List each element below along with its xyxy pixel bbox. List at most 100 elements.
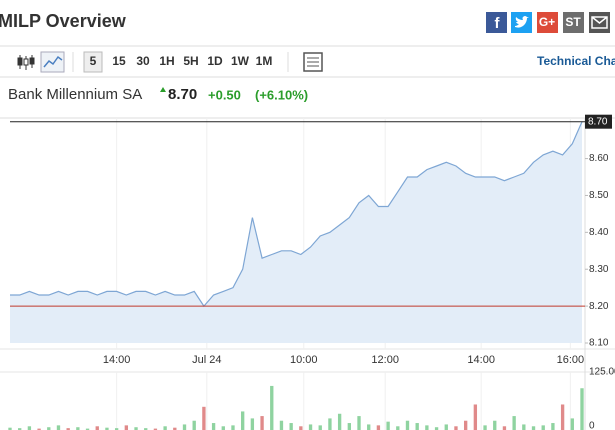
technical-charts-link[interactable]: Technical Charts [537,54,615,68]
volume-bar [308,424,313,430]
volume-bar [105,427,109,430]
instrument-name: Bank Millennium SA [8,86,142,103]
volume-bar [357,416,361,430]
y-tick-label: 8.30 [589,264,609,275]
last-price-box [585,114,612,129]
volume-bar [76,427,80,430]
interval-button[interactable]: 30 [136,54,150,68]
chart: 14:00 Jul 24 10:00 12:00 14:00 16:00 8.10 8.20 8… [0,114,615,430]
last-price-label: 8.70 [588,116,608,127]
volume-bar [134,427,138,430]
volume-bar [124,425,129,430]
volume-bar [37,428,41,430]
volume-bar [444,424,448,430]
volume-bar [454,426,458,430]
x-tick-label: 16:00 [557,354,585,366]
gplus-letter: G+ [539,15,555,29]
volume-bar [415,423,419,430]
volume-bar [483,425,487,430]
volume-bar [396,426,400,430]
share-icons: f G+ ST [486,12,610,33]
stocktwits-icon[interactable] [563,12,584,33]
interval-button[interactable]: 1D [207,54,223,68]
volume-bar [473,404,478,430]
line-icon [43,55,63,68]
candle-icon[interactable] [17,55,35,70]
volume-bar [231,425,235,430]
interval-selected-box [83,51,103,73]
volume-bar [279,420,284,430]
interval-button[interactable]: 1H [159,54,174,68]
y2-tick-label: 0 [589,421,595,430]
volume-bar [570,418,574,430]
volume-bar [434,427,439,430]
volume-bar [66,428,70,430]
volume-bar [47,427,51,430]
x-tick-label: 14:00 [103,354,131,366]
stocktwits-letter: ST [565,15,581,29]
volume-bar [580,388,584,430]
volume-bar [541,425,545,430]
volume-bar [8,427,12,430]
price-change-pct: (+6.10%) [255,87,308,102]
volume-bar [386,421,390,430]
settings-icon[interactable] [303,52,323,72]
volume-bar [250,418,255,430]
x-tick-label: 14:00 [467,354,495,366]
price-area [10,121,582,343]
volume-bar [289,423,293,430]
facebook-icon[interactable] [486,12,507,33]
volume-bar [502,426,507,430]
price-line [10,121,583,308]
volume-bar [144,428,148,430]
last-price: 8.70 [168,86,197,103]
volume-bar [299,426,303,430]
interval-button[interactable]: 1M [256,54,273,68]
volume-bar [153,428,158,430]
volume-bar [260,416,264,430]
x-tick-label: 10:00 [290,354,318,366]
volume-bar [551,423,555,430]
line-icon-box[interactable] [40,51,65,73]
volume-bar [192,420,196,430]
y-tick-label: 8.50 [589,190,609,201]
volume-bar [347,423,351,430]
y-tick-label: 8.10 [589,338,609,349]
volume-bar [318,425,322,430]
x-tick-label: 12:00 [371,354,399,366]
volume-bar [463,420,468,430]
toolbar: 5 15 30 1H 5H 1D 1W 1M Technical Charts [17,51,615,73]
interval-button[interactable]: 15 [112,54,126,68]
volume-bar [241,411,245,430]
y-tick-label: 8.20 [589,301,609,312]
volume-bar [405,420,410,430]
interval-button[interactable]: 5 [90,54,97,68]
mail-glyph [591,16,608,29]
volume-bar [114,428,119,430]
volume-bar [85,428,90,430]
volume-bar [202,406,206,430]
volume-bar [27,426,32,430]
volume-bar [493,420,497,430]
volume-bar [531,426,536,430]
volume-bar [221,426,225,430]
volume-bar [182,424,187,430]
volume-bar [328,418,332,430]
volume-bar [18,428,22,430]
interval-button[interactable]: 1W [231,54,250,68]
volume-bar [173,427,177,430]
volume-bar [337,413,342,430]
up-arrow [160,87,166,92]
volume-bar [270,385,274,430]
y-tick-label: 8.40 [589,227,609,238]
page-title: MILP Overview [0,11,127,31]
volume-bar [95,426,99,430]
y-tick-label: 8.60 [589,153,609,164]
volume-bar [367,424,371,430]
volume-bar [56,425,61,430]
volume-bar [522,424,526,430]
volume-bar [560,404,565,430]
gplus-icon[interactable] [537,12,558,33]
interval-button[interactable]: 5H [183,54,198,68]
